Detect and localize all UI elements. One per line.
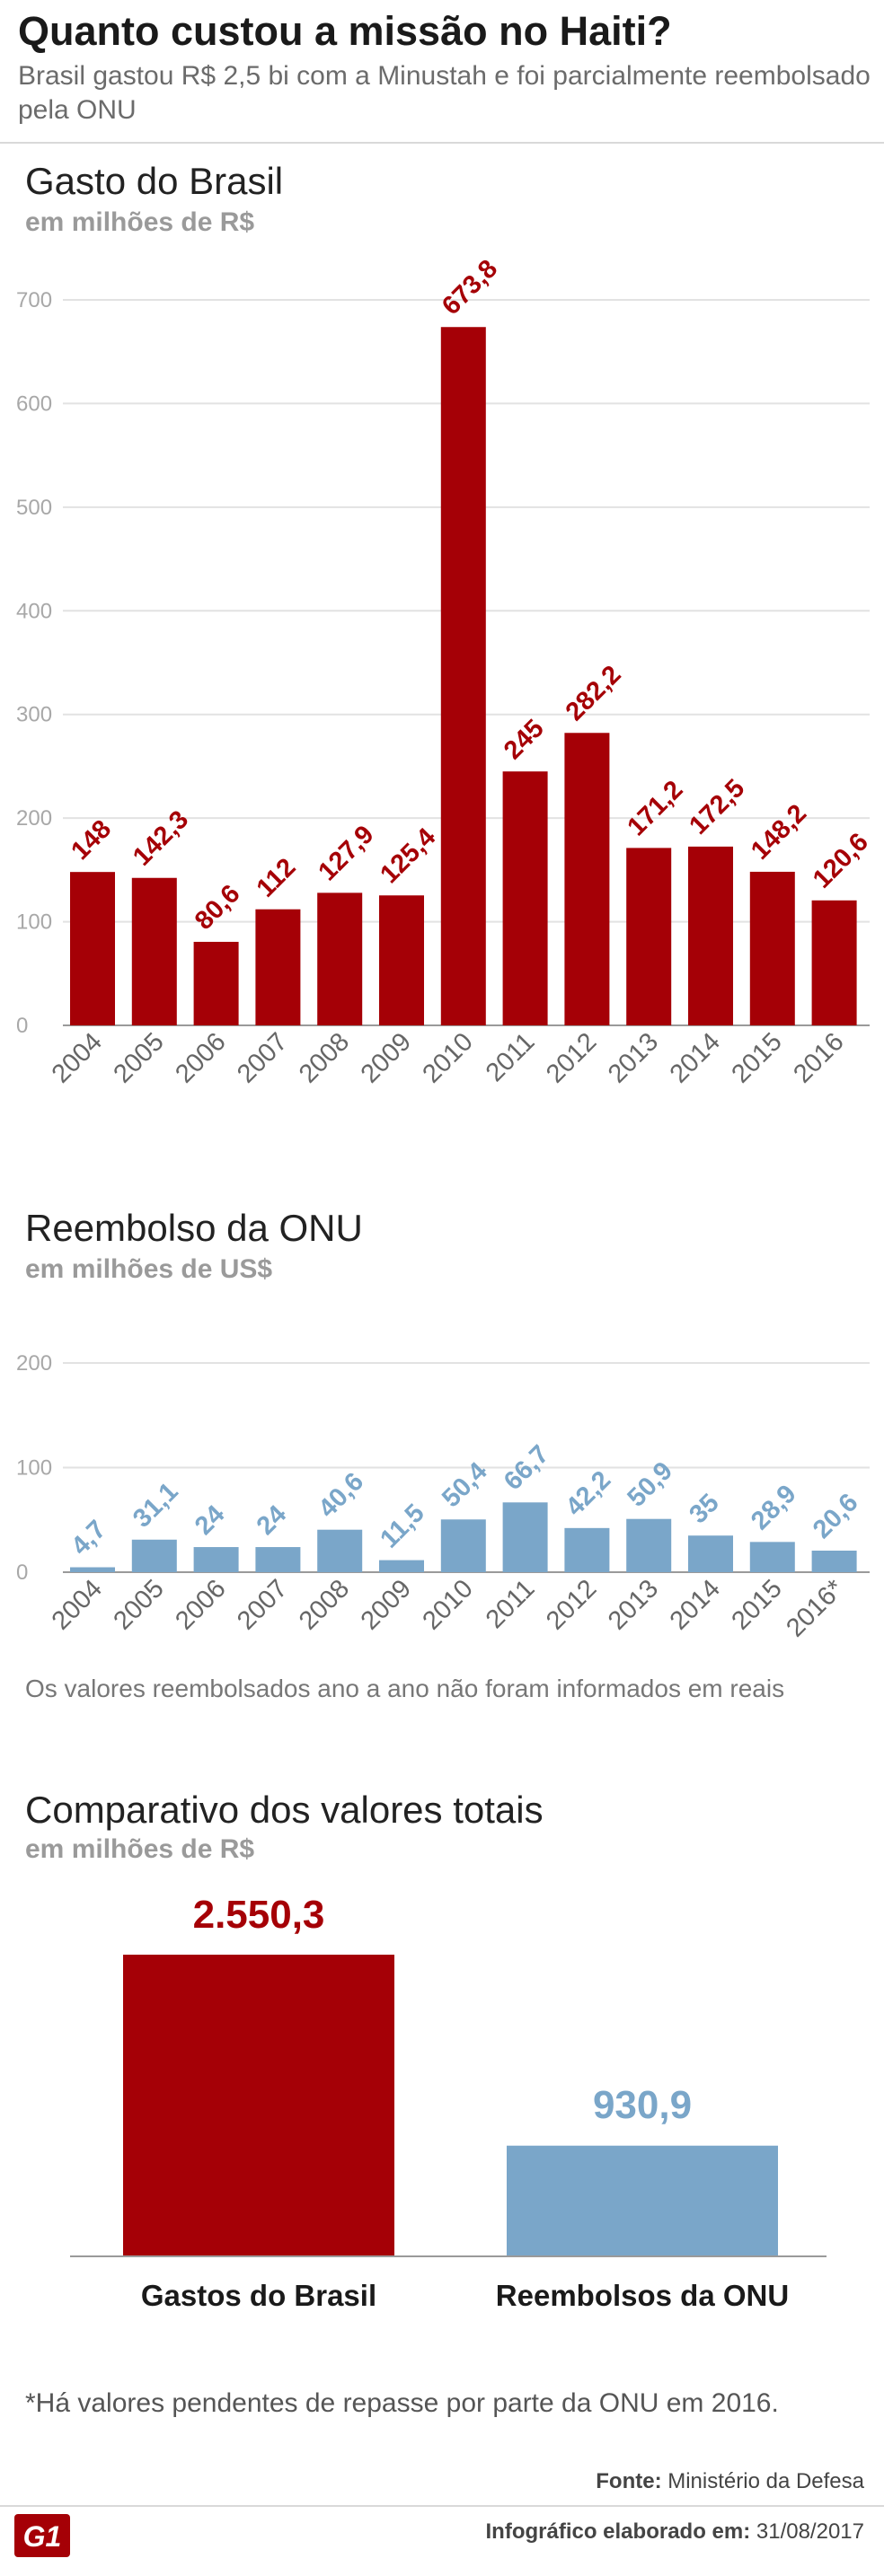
comparativo-category-label: Reembolsos da ONU	[495, 2279, 790, 2312]
page-title: Quanto custou a missão no Haiti?	[18, 8, 672, 54]
bar	[811, 1551, 857, 1572]
bar	[688, 846, 733, 1025]
source-label: Fonte:	[596, 2469, 662, 2493]
comparativo-category-label: Gastos do Brasil	[140, 2279, 377, 2312]
chart1-subtitle: em milhões de R$	[25, 207, 255, 237]
g1-logo-text: G1	[23, 2520, 62, 2553]
bar	[507, 2145, 778, 2255]
bar	[70, 1567, 115, 1572]
bar	[749, 1542, 795, 1572]
bar	[626, 1518, 672, 1572]
credit-value: 31/08/2017	[756, 2519, 864, 2544]
bar	[317, 892, 363, 1025]
chart2-subtitle: em milhões de US$	[25, 1254, 273, 1284]
credit: Infográfico elaborado em: 31/08/2017	[486, 2519, 865, 2545]
y-tick-label: 0	[16, 1014, 28, 1038]
chart1-title: Gasto do Brasil	[25, 160, 284, 202]
chart2-note: Os valores reembolsados ano a ano não fo…	[25, 1675, 785, 1702]
comparativo-value-label: 930,9	[592, 2083, 693, 2127]
y-tick-label: 600	[16, 391, 52, 416]
credit-label: Infográfico elaborado em:	[485, 2519, 751, 2544]
bar	[564, 733, 610, 1025]
bar	[811, 900, 857, 1025]
chart-comparativo	[70, 1955, 827, 2257]
bar	[440, 1519, 486, 1572]
chart-reembolso-onu: 01002004,7200431,1200524200624200740,620…	[16, 1351, 870, 1643]
bar	[626, 848, 672, 1025]
bar	[317, 1529, 363, 1572]
bar	[564, 1527, 610, 1572]
chart3-title: Comparativo dos valores totais	[25, 1789, 544, 1831]
bar	[123, 1955, 394, 2255]
bar	[255, 1547, 301, 1572]
source-value: Ministério da Defesa	[667, 2469, 864, 2493]
y-tick-label: 700	[16, 288, 52, 312]
y-tick-label: 100	[16, 910, 52, 935]
y-tick-label: 100	[16, 1456, 52, 1481]
bar	[131, 1539, 177, 1572]
y-tick-label: 300	[16, 703, 52, 727]
g1-logo: G1	[14, 2514, 70, 2557]
source: Fonte: Ministério da Defesa	[596, 2469, 864, 2494]
bar	[749, 871, 795, 1025]
bar	[70, 872, 115, 1025]
y-tick-label: 400	[16, 599, 52, 623]
bar	[502, 1502, 548, 1572]
header: Quanto custou a missão no Haiti? Brasil …	[18, 7, 871, 127]
chart3-subtitle: em milhões de R$	[25, 1834, 255, 1864]
bar	[440, 327, 486, 1025]
bar	[131, 877, 177, 1025]
bar	[255, 909, 301, 1025]
y-tick-label: 200	[16, 806, 52, 831]
y-tick-label: 500	[16, 496, 52, 520]
chart-gasto-brasil: 01002003004005006007001482004142,3200580…	[16, 254, 874, 1088]
footnote: *Há valores pendentes de repasse por par…	[25, 2388, 779, 2418]
bar	[379, 895, 424, 1025]
page-subtitle: Brasil gastou R$ 2,5 bi com a Minustah e…	[18, 61, 871, 125]
chart2-title: Reembolso da ONU	[25, 1207, 363, 1249]
header-divider	[0, 142, 884, 144]
y-tick-label: 0	[16, 1561, 28, 1585]
bar	[379, 1560, 424, 1572]
bar	[193, 1547, 239, 1572]
y-tick-label: 200	[16, 1351, 52, 1376]
bar	[688, 1535, 733, 1572]
bar	[193, 941, 239, 1025]
comparativo-value-label: 2.550,3	[192, 1893, 325, 1937]
footer-divider	[0, 2505, 884, 2507]
bar	[502, 771, 548, 1025]
